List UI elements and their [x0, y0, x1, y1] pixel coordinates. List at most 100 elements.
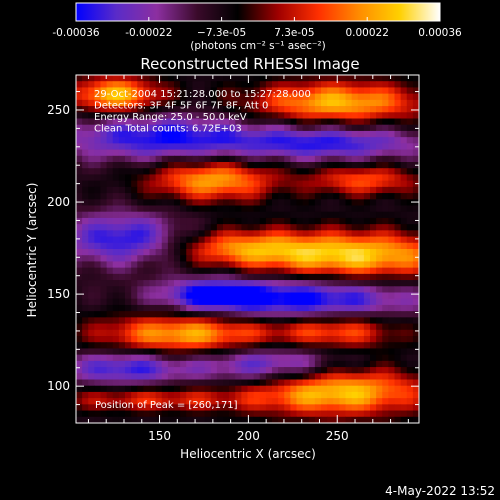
- heatmap-cell: [388, 416, 395, 424]
- heatmap-cell: [180, 354, 187, 362]
- heatmap-cell: [125, 292, 132, 300]
- heatmap-cell: [106, 149, 114, 157]
- heatmap-cell: [88, 186, 95, 194]
- heatmap-cell: [253, 311, 261, 318]
- heatmap-cell: [339, 329, 346, 337]
- heatmap-cell: [241, 199, 248, 206]
- heatmap-cell: [180, 286, 187, 293]
- heatmap-cell: [265, 379, 273, 387]
- heatmap-cell: [296, 224, 304, 231]
- heatmap-cell: [278, 75, 285, 82]
- heatmap-cell: [229, 286, 236, 293]
- heatmap-cell: [216, 391, 224, 399]
- heatmap-cell: [118, 398, 126, 405]
- heatmap-cell: [241, 224, 248, 231]
- heatmap-cell: [143, 286, 150, 293]
- heatmap-cell: [137, 137, 144, 144]
- heatmap-cell: [333, 317, 340, 324]
- heatmap-cell: [149, 112, 157, 119]
- heatmap-cell: [388, 87, 395, 95]
- heatmap-cell: [370, 162, 377, 169]
- heatmap-cell: [265, 137, 273, 144]
- heatmap-cell: [400, 106, 408, 113]
- heatmap-cell: [198, 385, 206, 393]
- heatmap-cell: [216, 311, 224, 318]
- heatmap-cell: [88, 149, 95, 157]
- heatmap-cell: [112, 391, 120, 399]
- heatmap-cell: [76, 112, 83, 119]
- heatmap-cell: [302, 342, 310, 349]
- heatmap-cell: [216, 174, 224, 182]
- heatmap-cell: [241, 292, 248, 300]
- heatmap-cell: [394, 342, 402, 349]
- heatmap-cell: [174, 168, 181, 175]
- heatmap-cell: [229, 298, 236, 306]
- heatmap-cell: [272, 261, 279, 269]
- heatmap-cell: [247, 87, 255, 95]
- heatmap-cell: [314, 379, 322, 387]
- heatmap-cell: [94, 342, 101, 349]
- heatmap-cell: [198, 311, 206, 318]
- heatmap-cell: [155, 224, 163, 231]
- heatmap-cell: [290, 348, 297, 356]
- heatmap-cell: [333, 75, 340, 82]
- heatmap-cell: [412, 336, 420, 343]
- heatmap-cell: [241, 317, 248, 324]
- heatmap-cell: [106, 112, 114, 119]
- heatmap-cell: [210, 354, 218, 362]
- heatmap-cell: [131, 112, 138, 119]
- heatmap-cell: [327, 124, 334, 132]
- heatmap-cell: [186, 180, 193, 188]
- heatmap-cell: [155, 367, 163, 374]
- heatmap-cell: [216, 317, 224, 324]
- heatmap-cell: [394, 112, 402, 119]
- heatmap-cell: [198, 230, 206, 237]
- heatmap-cell: [186, 336, 193, 343]
- heatmap-cell: [223, 155, 230, 163]
- heatmap-cell: [314, 398, 322, 405]
- heatmap-cell: [400, 130, 408, 138]
- heatmap-cell: [149, 342, 157, 349]
- heatmap-cell: [210, 211, 218, 219]
- heatmap-cell: [339, 404, 346, 411]
- heatmap-cell: [198, 280, 206, 287]
- heatmap-cell: [192, 224, 199, 231]
- heatmap-cell: [137, 273, 144, 281]
- heatmap-cell: [388, 81, 395, 88]
- heatmap-cell: [314, 143, 322, 150]
- heatmap-cell: [370, 367, 377, 374]
- heatmap-cell: [241, 193, 248, 200]
- heatmap-cell: [82, 186, 89, 194]
- heatmap-cell: [198, 373, 206, 380]
- heatmap-cell: [253, 280, 261, 287]
- heatmap-cell: [253, 373, 261, 380]
- heatmap-cell: [339, 304, 346, 312]
- heatmap-cell: [265, 280, 273, 287]
- heatmap-cell: [125, 180, 132, 188]
- heatmap-cell: [345, 317, 353, 324]
- heatmap-cell: [290, 143, 297, 150]
- heatmap-cell: [125, 367, 132, 374]
- heatmap-cell: [216, 304, 224, 312]
- heatmap-cell: [339, 348, 346, 356]
- heatmap-cell: [100, 367, 108, 374]
- heatmap-cell: [180, 155, 187, 163]
- heatmap-cell: [223, 99, 230, 107]
- heatmap-cell: [376, 211, 383, 219]
- heatmap-cell: [253, 273, 261, 281]
- heatmap-cell: [94, 348, 101, 356]
- heatmap-cell: [223, 130, 230, 138]
- heatmap-cell: [382, 391, 389, 399]
- heatmap-cell: [363, 75, 371, 82]
- heatmap-cell: [186, 118, 193, 126]
- heatmap-cell: [247, 273, 255, 281]
- heatmap-cell: [400, 348, 408, 356]
- heatmap-cell: [296, 211, 304, 219]
- heatmap-cell: [351, 211, 359, 219]
- heatmap-cell: [278, 323, 285, 331]
- heatmap-cell: [382, 87, 389, 95]
- heatmap-cell: [82, 242, 89, 250]
- heatmap-cell: [412, 112, 420, 119]
- heatmap-cell: [192, 112, 199, 119]
- heatmap-cell: [229, 367, 236, 374]
